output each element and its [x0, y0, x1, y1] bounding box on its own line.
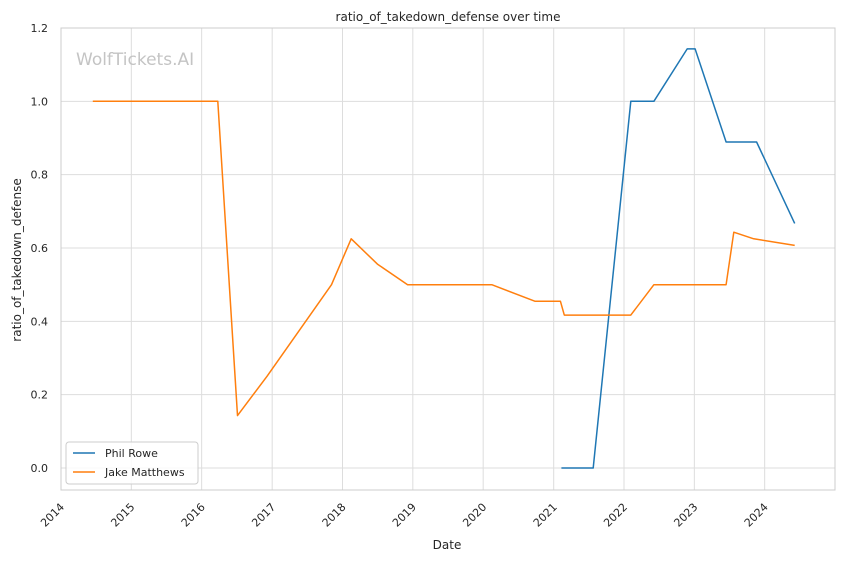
y-tick-label: 1.0 [31, 95, 49, 108]
y-tick-label: 0.4 [31, 315, 49, 328]
y-tick-label: 1.2 [31, 22, 49, 35]
chart-title: ratio_of_takedown_defense over time [336, 10, 561, 24]
legend-label: Phil Rowe [105, 447, 158, 460]
series-line-1 [561, 48, 796, 469]
y-tick-label: 0.8 [31, 169, 49, 182]
grid-lines [60, 27, 835, 490]
legend-label: Jake Matthews [104, 466, 185, 479]
x-axis-label: Date [433, 538, 462, 552]
y-axis-label: ratio_of_takedown_defense [10, 178, 24, 341]
y-tick-label: 0.2 [31, 389, 49, 402]
watermark: WolfTickets.AI [76, 50, 194, 70]
y-tick-label: 0.0 [31, 462, 49, 475]
y-tick-labels: 0.0 0.2 0.4 0.6 0.8 1.0 1.2 [31, 22, 49, 475]
legend: Phil Rowe Jake Matthews [65, 441, 199, 485]
series-lines [92, 48, 796, 469]
series-line-2 [92, 100, 795, 417]
legend-box [65, 441, 199, 485]
y-tick-label: 0.6 [31, 242, 49, 255]
plot-area [60, 27, 836, 491]
